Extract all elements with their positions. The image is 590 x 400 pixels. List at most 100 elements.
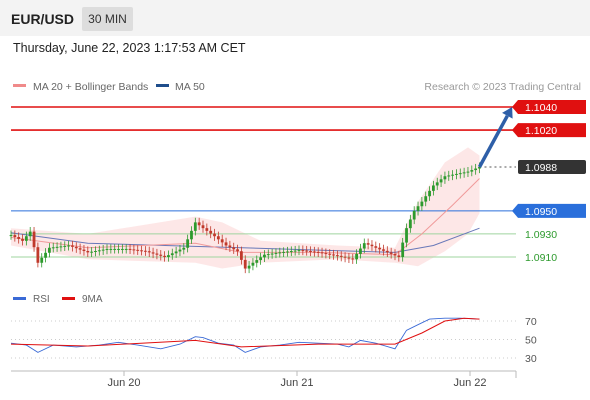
candle-body <box>428 190 431 197</box>
candle-body <box>90 251 94 253</box>
candle-body <box>132 249 136 251</box>
rsi-tick-label: 30 <box>525 353 537 365</box>
candle-body <box>170 253 174 256</box>
candle-body <box>224 242 228 246</box>
candle-body <box>78 248 82 250</box>
last-price-tag <box>518 160 586 174</box>
legend-ma20-swatch <box>13 84 26 87</box>
candle-body <box>328 253 332 255</box>
candle-body <box>389 252 393 254</box>
candle-body <box>297 250 301 252</box>
candle-body <box>97 250 101 252</box>
candle-body <box>163 255 166 257</box>
candle-body <box>466 171 470 173</box>
candle-body <box>28 231 32 237</box>
candle-body <box>362 243 366 249</box>
candle-body <box>21 238 24 241</box>
rsi-ma9-line <box>10 317 480 348</box>
candle-body <box>155 253 159 255</box>
candle-body <box>174 251 178 254</box>
candle-body <box>63 245 67 247</box>
candle-body <box>40 257 44 263</box>
resistance-tag <box>512 123 586 138</box>
candle-body <box>424 196 428 202</box>
candle-body <box>232 247 236 250</box>
candle-body <box>462 172 466 174</box>
time-tick-label: Jun 20 <box>107 377 140 389</box>
price-panel: 1.1040 1.1020 1.0988 1.0950 1.0930 1.0910 <box>9 100 586 274</box>
candle-body <box>59 246 63 248</box>
candle-body <box>159 254 163 256</box>
bollinger-band <box>11 147 480 269</box>
candle-body <box>101 249 105 251</box>
candle-body <box>332 254 335 256</box>
pivot-label: 1.0950 <box>525 206 557 218</box>
candle-body <box>236 249 239 252</box>
candle-body <box>374 246 378 248</box>
candle-body <box>351 258 355 260</box>
candle-body <box>451 174 454 176</box>
candle-body <box>366 243 370 245</box>
candle-body <box>24 236 28 241</box>
candle-body <box>343 256 347 258</box>
candle-body <box>144 250 147 252</box>
candle-body <box>193 222 197 231</box>
candle-body <box>309 251 312 252</box>
candle-body <box>67 245 70 247</box>
candle-body <box>44 252 47 258</box>
rsi-tick-label: 70 <box>525 316 537 328</box>
candle-body <box>408 219 412 229</box>
legend-9ma-label: 9MA <box>82 294 103 305</box>
candle-body <box>405 228 408 243</box>
candle-body <box>255 260 259 263</box>
rsi-line <box>10 317 480 353</box>
candle-body <box>213 233 216 237</box>
time-tick-label: Jun 21 <box>280 377 313 389</box>
candle-body <box>178 249 182 252</box>
candle-body <box>55 246 59 248</box>
candle-body <box>478 167 481 169</box>
candle-body <box>266 254 270 256</box>
candle-body <box>305 250 309 252</box>
candle-body <box>470 170 474 172</box>
candle-body <box>74 246 78 249</box>
candle-body <box>147 251 151 253</box>
candle-body <box>197 222 201 226</box>
candle-body <box>339 255 343 257</box>
candle-body <box>128 248 132 250</box>
candle-body <box>382 249 385 251</box>
candle-body <box>401 242 405 257</box>
candle-body <box>282 251 286 253</box>
candle-body <box>32 231 36 248</box>
candle-body <box>9 235 13 237</box>
candle-body <box>443 176 447 180</box>
candle-body <box>263 254 266 258</box>
resistance-label: 1.1020 <box>525 125 557 137</box>
candle-body <box>289 251 293 252</box>
time-tick-label: Jun 22 <box>453 377 486 389</box>
candle-body <box>293 250 297 252</box>
candle-body <box>432 185 435 191</box>
candle-body <box>220 239 224 243</box>
candle-body <box>412 210 416 220</box>
candle-body <box>301 250 305 252</box>
instrument-label: EUR/USD <box>11 11 75 27</box>
timestamp: Thursday, June 22, 2023 1:17:53 AM CET <box>13 41 246 55</box>
candle-body <box>209 230 213 234</box>
candle-body <box>447 175 451 177</box>
candle-body <box>320 252 324 254</box>
candle-body <box>286 251 289 253</box>
support-label: 1.0910 <box>525 252 557 264</box>
candle-body <box>336 255 339 257</box>
candle-body <box>458 173 462 175</box>
time-axis: Jun 20 Jun 21 Jun 22 <box>107 371 487 389</box>
candle-body <box>140 250 143 252</box>
legend-9ma-swatch <box>62 297 75 300</box>
candle-body <box>247 265 251 269</box>
support-label: 1.0930 <box>525 229 557 241</box>
candle-body <box>48 247 51 253</box>
candle-body <box>190 230 193 240</box>
candle-body <box>71 245 74 247</box>
candle-body <box>439 179 443 183</box>
interval-button[interactable]: 30 MIN <box>82 7 133 31</box>
